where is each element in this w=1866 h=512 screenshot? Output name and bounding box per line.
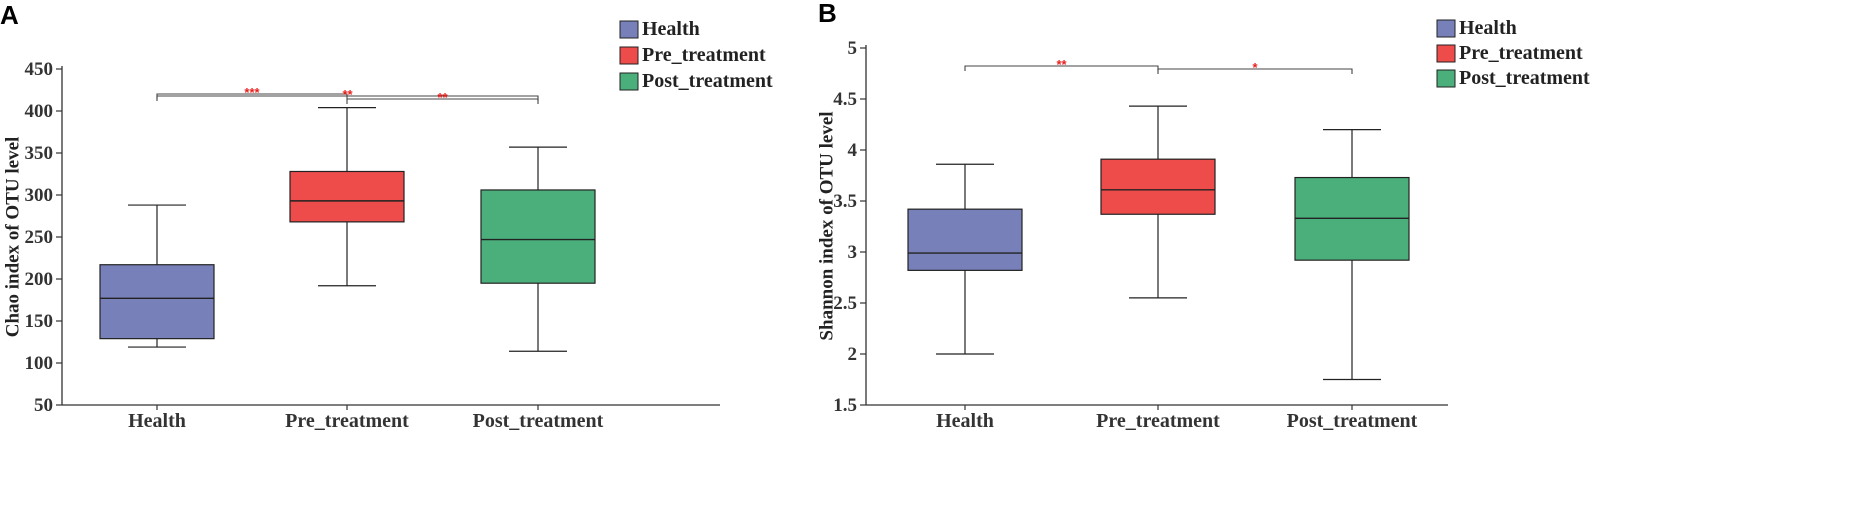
y-tick-label: 450 bbox=[25, 59, 54, 80]
box-post_treatment bbox=[1294, 129, 1410, 381]
y-tick-label: 4.5 bbox=[833, 89, 857, 110]
x-tick-label: Post_treatment bbox=[1287, 410, 1418, 432]
box-pre_treatment bbox=[289, 107, 405, 287]
x-tick-label: Health bbox=[128, 410, 186, 432]
box-health bbox=[907, 163, 1023, 355]
chart-panel-B: B Shannon index of OTU level 1.5 2 2.5 3 3.5 4 4… bbox=[816, 0, 1590, 432]
x-tick-label: Pre_treatment bbox=[1096, 410, 1220, 432]
legend-label-pre_treatment: Pre_treatment bbox=[642, 44, 766, 66]
y-tick-label: 150 bbox=[25, 311, 54, 332]
legend-swatch-pre_treatment bbox=[1436, 44, 1456, 63]
bracket-line bbox=[1157, 68, 1353, 74]
legend-swatch-health bbox=[619, 20, 639, 39]
y-tick-label: 4 bbox=[848, 140, 858, 161]
legend-label-post_treatment: Post_treatment bbox=[642, 70, 773, 92]
significance-bracket: ** bbox=[346, 90, 539, 105]
y-tick-label: 3 bbox=[848, 242, 858, 263]
box-pre_treatment bbox=[1100, 105, 1216, 299]
iqr-box bbox=[1100, 158, 1216, 215]
iqr-box bbox=[289, 170, 405, 223]
significance-bracket: * bbox=[1157, 60, 1353, 75]
legend-swatch-health bbox=[1436, 19, 1456, 38]
panel-label: B bbox=[818, 0, 837, 28]
y-tick-label: 3.5 bbox=[833, 191, 857, 212]
significance-label: ** bbox=[437, 90, 448, 105]
x-tick-label: Health bbox=[936, 410, 994, 432]
y-tick-label: 250 bbox=[25, 227, 54, 248]
y-tick-label: 1.5 bbox=[833, 395, 857, 416]
y-tick-label: 400 bbox=[25, 101, 54, 122]
significance-bracket: *** bbox=[156, 85, 348, 100]
iqr-box bbox=[907, 208, 1023, 271]
legend-label-post_treatment: Post_treatment bbox=[1459, 67, 1590, 89]
y-tick-label: 5 bbox=[848, 38, 858, 59]
legend-swatch-post_treatment bbox=[619, 72, 639, 91]
y-tick-label: 200 bbox=[25, 269, 54, 290]
significance-label: *** bbox=[244, 85, 260, 100]
legend-label-health: Health bbox=[1459, 17, 1517, 39]
y-tick-label: 350 bbox=[25, 143, 54, 164]
y-axis-label: Chao index of OTU level bbox=[2, 137, 23, 338]
y-tick-label: 100 bbox=[25, 353, 54, 374]
x-tick-label: Pre_treatment bbox=[285, 410, 409, 432]
y-tick-label: 2 bbox=[848, 344, 858, 365]
legend-label-pre_treatment: Pre_treatment bbox=[1459, 42, 1583, 64]
y-tick-label: 50 bbox=[34, 395, 53, 416]
chart-panel-A: A Chao index of OTU level 50 100 150 200 250 30… bbox=[0, 0, 773, 432]
iqr-box bbox=[480, 189, 596, 284]
y-tick-label: 2.5 bbox=[833, 293, 857, 314]
significance-label: ** bbox=[1056, 57, 1067, 72]
box-health bbox=[99, 204, 215, 348]
significance-label: ** bbox=[342, 87, 353, 102]
legend-swatch-post_treatment bbox=[1436, 69, 1456, 88]
legend: Health Pre_treatment Post_treatment bbox=[1436, 17, 1590, 89]
significance-label: * bbox=[1252, 60, 1258, 75]
legend: Health Pre_treatment Post_treatment bbox=[619, 18, 773, 92]
panel-label: A bbox=[0, 0, 19, 30]
significance-bracket: ** bbox=[964, 57, 1159, 72]
box-post_treatment bbox=[480, 146, 596, 352]
x-tick-label: Post_treatment bbox=[473, 410, 604, 432]
iqr-box bbox=[99, 264, 215, 340]
bracket-line bbox=[346, 98, 539, 104]
y-tick-label: 300 bbox=[25, 185, 54, 206]
legend-label-health: Health bbox=[642, 18, 700, 40]
y-axis-label: Shannon index of OTU level bbox=[816, 111, 837, 340]
legend-swatch-pre_treatment bbox=[619, 46, 639, 65]
